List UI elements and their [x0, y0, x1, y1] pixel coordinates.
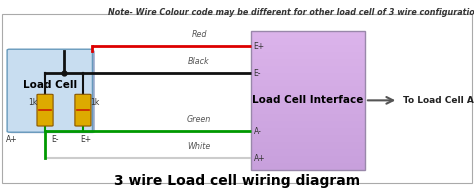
Bar — [251, 121, 365, 128]
Bar — [251, 80, 365, 86]
Bar — [251, 163, 365, 170]
FancyBboxPatch shape — [7, 49, 92, 132]
Bar — [251, 100, 365, 107]
Text: A-: A- — [254, 127, 262, 136]
Text: Green: Green — [187, 114, 211, 124]
Text: Load Cell Interface: Load Cell Interface — [253, 95, 364, 105]
Text: To Load Cell Amplifier: To Load Cell Amplifier — [403, 96, 474, 105]
Text: 1k: 1k — [90, 98, 100, 107]
FancyBboxPatch shape — [37, 94, 53, 126]
Bar — [251, 38, 365, 45]
Bar — [251, 128, 365, 135]
Bar — [251, 149, 365, 156]
Bar — [251, 142, 365, 149]
Bar — [251, 52, 365, 59]
Bar — [251, 31, 365, 170]
Bar — [251, 59, 365, 66]
Bar — [251, 93, 365, 100]
Bar — [251, 73, 365, 80]
Bar — [251, 66, 365, 73]
Bar — [251, 114, 365, 121]
Text: A+: A+ — [6, 135, 18, 144]
Text: Red: Red — [191, 30, 207, 39]
Bar — [251, 107, 365, 114]
Text: A+: A+ — [254, 154, 265, 163]
Text: Note- Wire Colour code may be different for other load cell of 3 wire configurat: Note- Wire Colour code may be different … — [108, 8, 474, 17]
Text: E+: E+ — [80, 135, 91, 144]
Bar — [251, 156, 365, 163]
Text: White: White — [187, 141, 211, 151]
Text: Black: Black — [188, 57, 210, 66]
Bar — [251, 45, 365, 52]
FancyBboxPatch shape — [75, 94, 91, 126]
Bar — [2, 14, 472, 183]
FancyBboxPatch shape — [9, 50, 95, 133]
Text: 3 wire Load cell wiring diagram: 3 wire Load cell wiring diagram — [114, 174, 360, 188]
Bar — [251, 135, 365, 142]
Bar — [251, 31, 365, 38]
Text: E-: E- — [254, 69, 261, 78]
Bar — [251, 86, 365, 93]
Text: E-: E- — [51, 135, 58, 144]
Text: E+: E+ — [254, 42, 264, 51]
Text: 1k: 1k — [28, 98, 38, 107]
Text: Load Cell: Load Cell — [23, 80, 77, 90]
